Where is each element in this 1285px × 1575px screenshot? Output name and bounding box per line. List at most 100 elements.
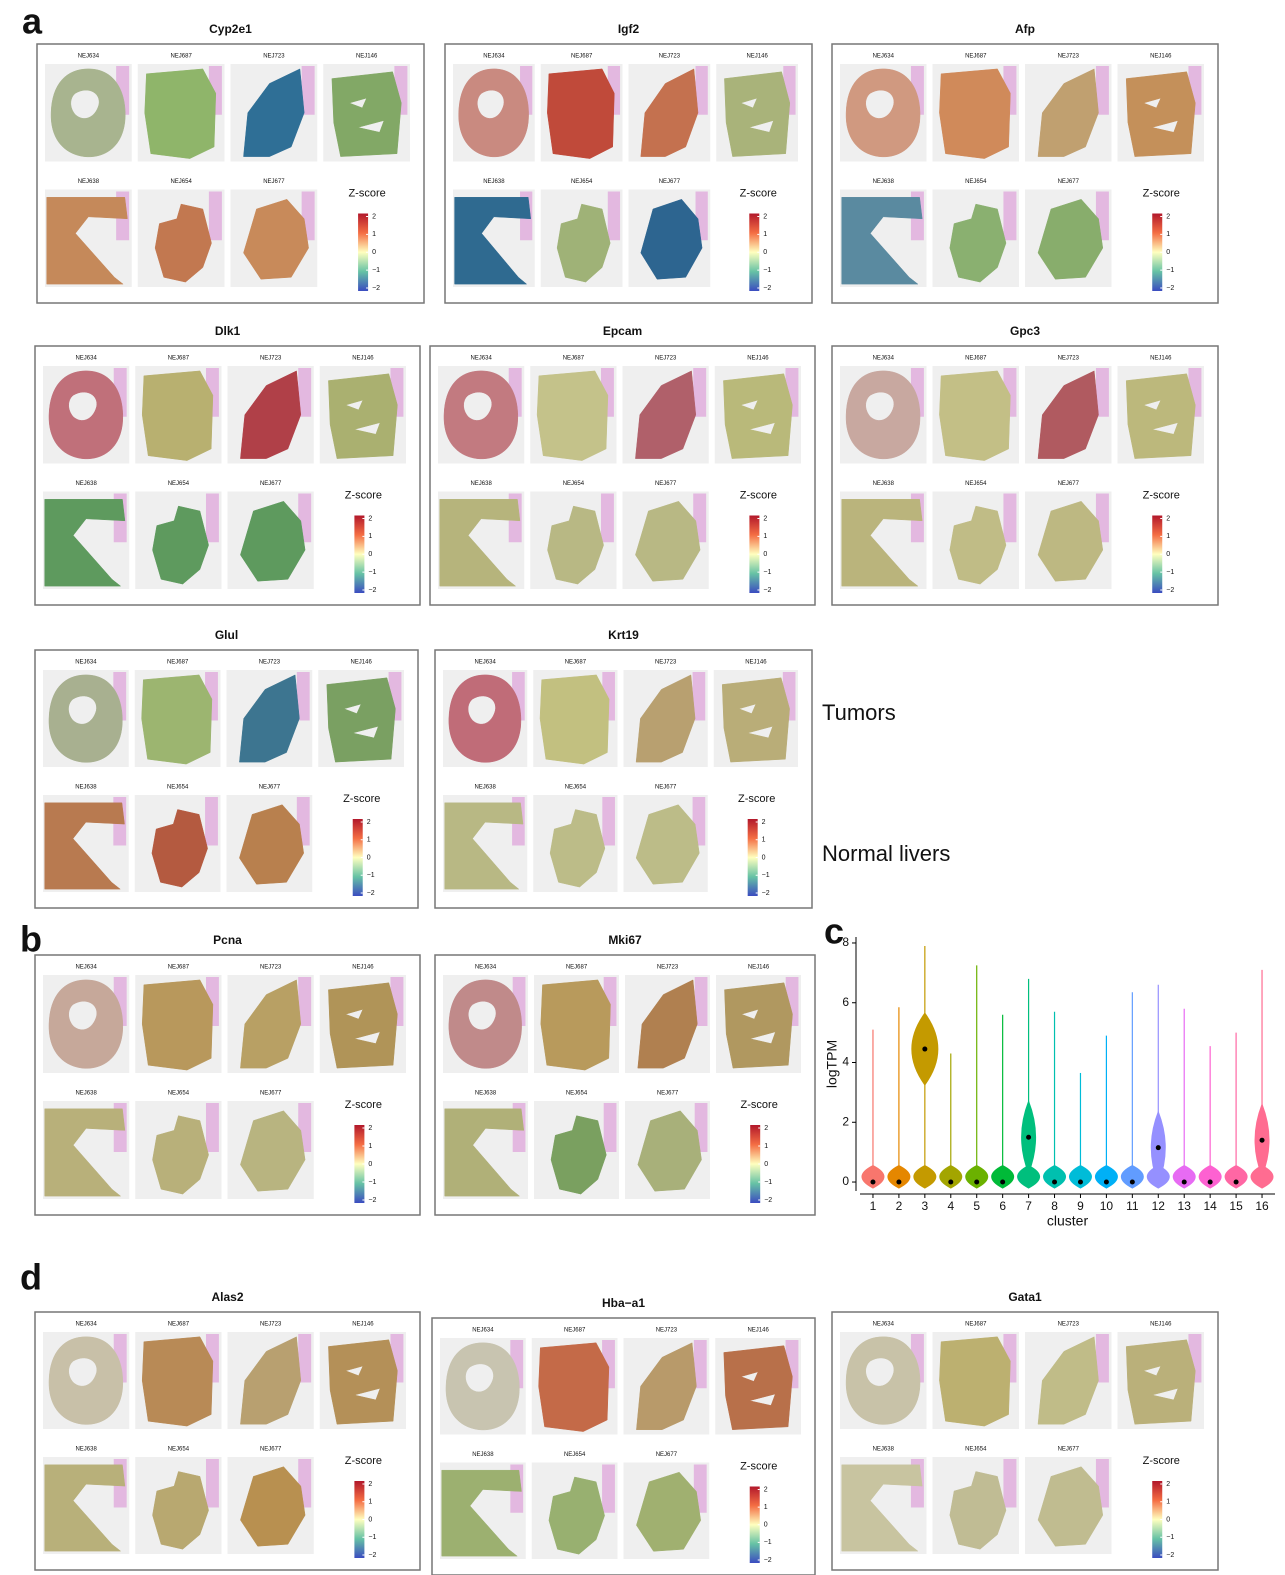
tissue <box>1126 72 1195 157</box>
x-tick-label: 4 <box>947 1199 954 1213</box>
tissue <box>142 371 213 461</box>
y-tick-label: 4 <box>842 1055 849 1069</box>
legend-tick-label: 1 <box>762 837 766 844</box>
x-tick-label: 13 <box>1178 1199 1192 1213</box>
sample-label: NEJ687 <box>563 356 585 362</box>
sample-label: NEJ146 <box>1150 1322 1172 1328</box>
legend-title: Z-score <box>345 489 382 501</box>
legend-tick-label: −1 <box>367 872 375 879</box>
legend-title: Z-score <box>348 187 385 199</box>
tissue <box>328 1340 397 1424</box>
sample-label: NEJ638 <box>483 179 505 185</box>
legend-tick-label: −2 <box>368 1552 376 1559</box>
legend-tick-label: 1 <box>367 837 371 844</box>
sample-label: NEJ634 <box>75 356 97 362</box>
violin-body <box>1095 1166 1117 1188</box>
legend-tick-label: 0 <box>764 1161 768 1168</box>
legend-tick-label: 0 <box>368 1516 372 1523</box>
sample-label: NEJ634 <box>873 1322 895 1328</box>
legend-tick-label: −1 <box>372 267 380 274</box>
sample-label: NEJ638 <box>470 481 492 487</box>
tissue <box>722 678 789 762</box>
sample-label: NEJ677 <box>260 1091 282 1097</box>
sample-label: NEJ687 <box>168 1322 190 1328</box>
sample-label: NEJ634 <box>470 356 492 362</box>
median-dot <box>1208 1180 1213 1185</box>
sample-label: NEJ687 <box>566 965 588 971</box>
violin-body <box>1121 1166 1143 1188</box>
tissue-edge <box>205 797 218 846</box>
tissue <box>723 374 792 459</box>
median-dot <box>1104 1180 1109 1185</box>
tissue <box>540 675 609 764</box>
legend-tick-label: −1 <box>368 1534 376 1541</box>
x-tick-label: 8 <box>1051 1199 1058 1213</box>
map-title: Pcna <box>213 933 242 947</box>
tissue <box>725 983 793 1068</box>
sample-label: NEJ677 <box>655 481 677 487</box>
legend-tick-label: 2 <box>763 213 767 220</box>
legend-tick-label: 0 <box>368 1161 372 1168</box>
x-tick-label: 11 <box>1126 1199 1139 1213</box>
legend-tick-label: 2 <box>764 1125 768 1132</box>
legend-tick-label: 1 <box>763 231 767 238</box>
x-tick-label: 7 <box>1025 1199 1032 1213</box>
map-title: Epcam <box>603 324 642 338</box>
sample-label: NEJ638 <box>75 481 97 487</box>
legend-tick-label: −2 <box>1166 285 1174 292</box>
legend-tick-label: 1 <box>764 1143 768 1150</box>
legend-tick-label: 1 <box>368 1499 372 1506</box>
median-dot <box>1182 1180 1187 1185</box>
legend-tick-label: 2 <box>368 1125 372 1132</box>
tissue <box>328 983 397 1068</box>
legend-tick-label: −2 <box>764 1557 772 1564</box>
legend-tick-label: 1 <box>764 1504 768 1511</box>
violin-body <box>1069 1166 1091 1188</box>
median-dot <box>1130 1180 1135 1185</box>
sample-label: NEJ634 <box>483 54 505 60</box>
sample-label: NEJ687 <box>170 54 192 60</box>
tissue-edge <box>206 1103 219 1152</box>
sample-label: NEJ634 <box>474 660 496 666</box>
sample-label: NEJ146 <box>350 660 372 666</box>
sample-label: NEJ638 <box>78 179 100 185</box>
sample-label: NEJ723 <box>655 356 677 362</box>
panel-label: c <box>824 911 844 952</box>
legend-tick-label: −1 <box>763 267 771 274</box>
violin-body <box>1173 1166 1195 1188</box>
sample-label: NEJ677 <box>656 1452 678 1458</box>
sample-label: NEJ723 <box>1058 1322 1080 1328</box>
legend-title: Z-score <box>345 1099 382 1111</box>
legend-tick-label: 1 <box>368 533 372 540</box>
map-title: Dlk1 <box>215 324 241 338</box>
tissue <box>327 678 396 762</box>
legend-tick-label: −1 <box>368 569 376 576</box>
legend-title: Z-score <box>740 1460 777 1472</box>
legend-tick-label: −1 <box>763 569 771 576</box>
sample-label: NEJ677 <box>1058 481 1080 487</box>
legend-tick-label: 0 <box>1166 249 1170 256</box>
sample-label: NEJ723 <box>259 660 281 666</box>
y-axis-label: logTPM <box>824 1040 840 1088</box>
legend-tick-label: 2 <box>764 1486 768 1493</box>
violin-body <box>1044 1166 1066 1188</box>
sample-label: NEJ654 <box>571 179 593 185</box>
legend-title: Z-score <box>1143 187 1180 199</box>
sample-label: NEJ677 <box>259 785 281 791</box>
sample-label: NEJ638 <box>75 1091 97 1097</box>
legend-tick-label: −1 <box>764 1539 772 1546</box>
legend-tick-label: −2 <box>368 587 376 594</box>
tissue <box>547 69 614 159</box>
sample-label: NEJ634 <box>75 965 97 971</box>
sample-label: NEJ687 <box>965 54 987 60</box>
tissue <box>541 980 611 1070</box>
sample-label: NEJ638 <box>75 1447 97 1453</box>
tissue <box>939 371 1010 461</box>
x-tick-label: 14 <box>1203 1199 1217 1213</box>
legend-tick-label: 0 <box>372 249 376 256</box>
panel-label: a <box>22 1 43 42</box>
y-tick-label: 6 <box>842 995 849 1009</box>
y-tick-label: 0 <box>842 1174 849 1188</box>
map-title: Alas2 <box>211 1290 243 1304</box>
violin-body <box>1225 1166 1247 1188</box>
